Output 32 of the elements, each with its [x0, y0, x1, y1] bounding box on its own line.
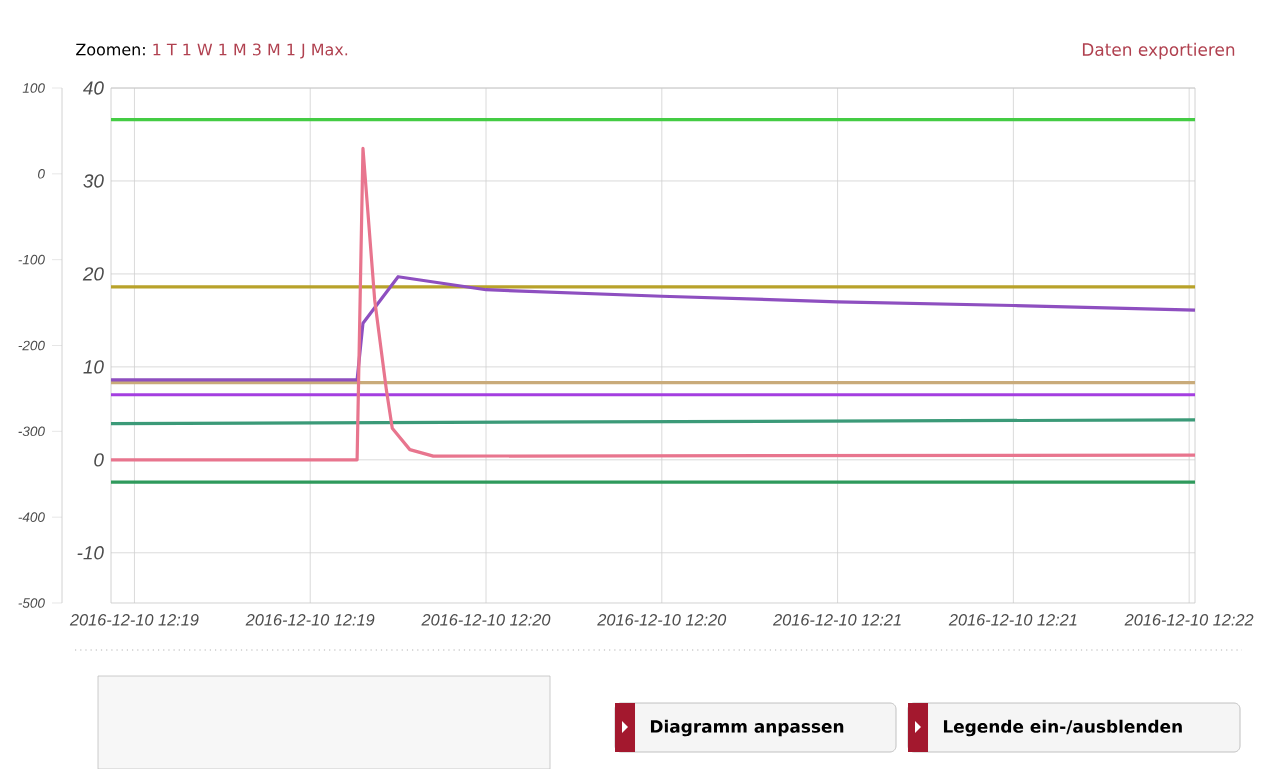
y2-tick-label: -100 — [18, 254, 45, 265]
x-tick-label: 2016-12-10 12:19 — [245, 614, 375, 626]
y2-tick-label: -400 — [18, 512, 45, 522]
y-tick-label: 30 — [83, 174, 104, 188]
y2-tick-label: -500 — [18, 598, 45, 608]
line-series — [109, 146, 1197, 462]
text: Legende ein-/ausblenden — [943, 719, 1182, 737]
y2-tick-label: 0 — [38, 169, 45, 179]
text: 1 J — [287, 43, 305, 59]
y-tick-label: 20 — [82, 267, 104, 281]
text: 3 M — [253, 43, 280, 56]
text: Daten exportieren — [1082, 42, 1235, 60]
y-tick-label: 10 — [83, 360, 104, 374]
text: Zoomen: — [76, 43, 145, 56]
x-tick-label: 2016-12-10 12:21 — [772, 614, 901, 626]
x-tick-label: 2016-12-10 12:20 — [421, 614, 551, 626]
y-tick-label: -10 — [77, 546, 104, 560]
y2-tick-label: -200 — [18, 340, 45, 351]
text: Max. — [312, 43, 348, 56]
text: 1 W — [183, 43, 213, 56]
y-tick-label: 40 — [83, 81, 104, 95]
x-tick-label: 2016-12-10 12:19 — [69, 614, 199, 626]
text: Diagramm anpassen — [650, 719, 844, 737]
x-tick-label: 2016-12-10 12:22 — [1124, 614, 1254, 626]
y2-tick-label: 100 — [22, 83, 45, 93]
text: 1 M — [219, 43, 246, 56]
x-tick-label: 2016-12-10 12:21 — [948, 614, 1077, 626]
y2-tick-label: -300 — [18, 426, 45, 437]
line-series — [109, 275, 1197, 382]
y-tick-label: 0 — [94, 453, 104, 467]
x-tick-label: 2016-12-10 12:20 — [597, 614, 727, 626]
text: 1 T — [153, 43, 177, 56]
